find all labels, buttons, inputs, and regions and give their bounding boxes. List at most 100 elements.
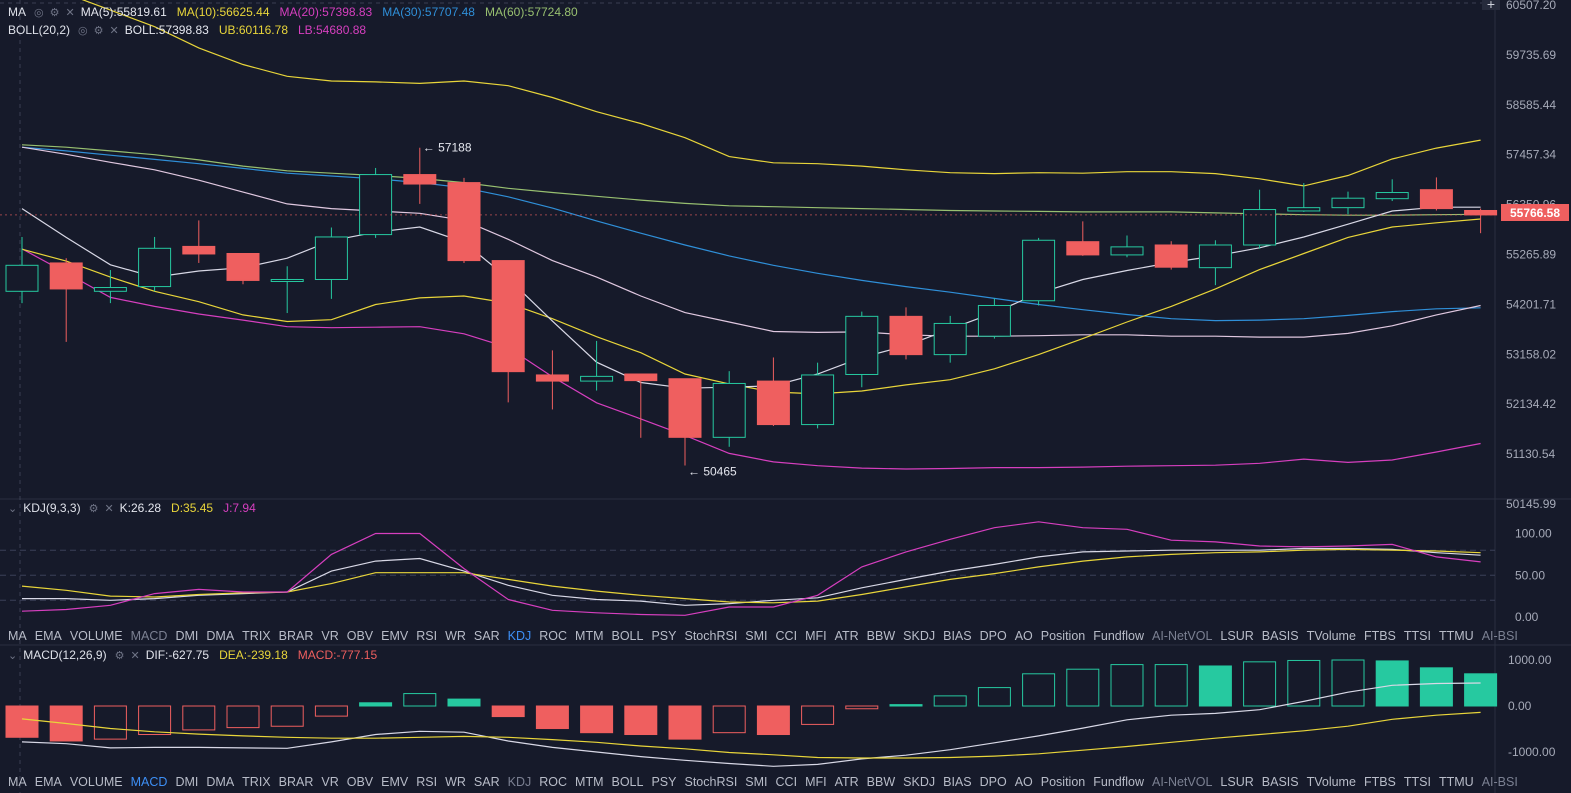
tab-atr[interactable]: ATR xyxy=(834,629,859,643)
tab-ai-bsi[interactable]: AI-BSI xyxy=(1481,629,1518,643)
tab-lsur[interactable]: LSUR xyxy=(1220,775,1254,789)
tab-ftbs[interactable]: FTBS xyxy=(1363,775,1396,789)
tab-dmi[interactable]: DMI xyxy=(175,775,199,789)
tab-ttmu[interactable]: TTMU xyxy=(1438,775,1474,789)
tab-ttsi[interactable]: TTSI xyxy=(1403,775,1431,789)
collapse-chevron-icon[interactable]: ⌄ xyxy=(8,502,18,515)
settings-icon[interactable]: ⚙ xyxy=(114,649,125,662)
tab-bias[interactable]: BIAS xyxy=(943,775,972,789)
tab-ai-netvol[interactable]: AI-NetVOL xyxy=(1151,775,1213,789)
tab-ai-bsi[interactable]: AI-BSI xyxy=(1481,775,1518,789)
tab-boll[interactable]: BOLL xyxy=(611,775,644,789)
tab-sar[interactable]: SAR xyxy=(473,629,500,643)
tab-brar[interactable]: BRAR xyxy=(278,629,314,643)
tab-basis[interactable]: BASIS xyxy=(1261,629,1299,643)
tab-sar[interactable]: SAR xyxy=(473,775,500,789)
tab-ema[interactable]: EMA xyxy=(34,629,62,643)
tab-fundflow[interactable]: Fundflow xyxy=(1093,775,1144,789)
tab-dmi[interactable]: DMI xyxy=(175,629,199,643)
tab-smi[interactable]: SMI xyxy=(745,629,768,643)
eye-icon[interactable]: ◎ xyxy=(78,24,88,37)
tab-trix[interactable]: TRIX xyxy=(242,775,271,789)
tab-ema[interactable]: EMA xyxy=(34,775,62,789)
tab-roc[interactable]: ROC xyxy=(539,629,568,643)
tab-brar[interactable]: BRAR xyxy=(278,775,314,789)
tab-mfi[interactable]: MFI xyxy=(805,775,827,789)
tab-boll[interactable]: BOLL xyxy=(611,629,644,643)
candle-body xyxy=(5,264,39,292)
tab-fundflow[interactable]: Fundflow xyxy=(1093,629,1144,643)
tab-psy[interactable]: PSY xyxy=(651,775,677,789)
tab-vr[interactable]: VR xyxy=(321,775,339,789)
tab-ma[interactable]: MA xyxy=(8,629,27,643)
tab-roc[interactable]: ROC xyxy=(539,775,568,789)
tab-dma[interactable]: DMA xyxy=(206,629,235,643)
tab-dpo[interactable]: DPO xyxy=(979,629,1007,643)
tab-wr[interactable]: WR xyxy=(445,775,466,789)
tab-bias[interactable]: BIAS xyxy=(943,629,972,643)
settings-icon[interactable]: ⚙ xyxy=(88,502,99,515)
tab-skdj[interactable]: SKDJ xyxy=(903,629,936,643)
close-icon[interactable]: ✕ xyxy=(130,649,140,662)
collapse-chevron-icon[interactable]: ⌄ xyxy=(8,649,18,662)
tab-macd[interactable]: MACD xyxy=(130,629,168,643)
candle-body xyxy=(712,382,746,438)
settings-icon[interactable]: ⚙ xyxy=(93,24,104,37)
close-icon[interactable]: ✕ xyxy=(65,6,75,19)
tab-ftbs[interactable]: FTBS xyxy=(1363,629,1396,643)
tab-ttsi[interactable]: TTSI xyxy=(1403,629,1431,643)
tab-kdj[interactable]: KDJ xyxy=(507,629,532,643)
tab-tvolume[interactable]: TVolume xyxy=(1306,629,1356,643)
tab-emv[interactable]: EMV xyxy=(381,629,409,643)
tab-psy[interactable]: PSY xyxy=(651,629,677,643)
tab-wr[interactable]: WR xyxy=(445,629,466,643)
macd-histogram-bar xyxy=(270,705,304,727)
settings-icon[interactable]: ⚙ xyxy=(49,6,60,19)
tab-lsur[interactable]: LSUR xyxy=(1220,629,1254,643)
tab-position[interactable]: Position xyxy=(1040,629,1086,643)
tab-rsi[interactable]: RSI xyxy=(416,629,438,643)
tab-ao[interactable]: AO xyxy=(1014,629,1033,643)
tab-stochrsi[interactable]: StochRSI xyxy=(684,629,738,643)
tab-cci[interactable]: CCI xyxy=(775,629,798,643)
tab-position[interactable]: Position xyxy=(1040,775,1086,789)
close-icon[interactable]: ✕ xyxy=(109,24,119,37)
tab-stochrsi[interactable]: StochRSI xyxy=(684,775,738,789)
add-indicator-button[interactable]: + xyxy=(1482,0,1500,11)
tab-basis[interactable]: BASIS xyxy=(1261,775,1299,789)
tab-emv[interactable]: EMV xyxy=(381,775,409,789)
tab-bbw[interactable]: BBW xyxy=(866,629,896,643)
tab-mtm[interactable]: MTM xyxy=(575,629,604,643)
tab-bbw[interactable]: BBW xyxy=(866,775,896,789)
tab-tvolume[interactable]: TVolume xyxy=(1306,775,1356,789)
kdj-k-value: K:26.28 xyxy=(119,501,162,515)
tab-skdj[interactable]: SKDJ xyxy=(903,775,936,789)
tab-volume[interactable]: VOLUME xyxy=(69,775,123,789)
tab-ao[interactable]: AO xyxy=(1014,775,1033,789)
tab-macd[interactable]: MACD xyxy=(130,775,168,789)
tab-volume[interactable]: VOLUME xyxy=(69,629,123,643)
candle-body xyxy=(1154,244,1188,268)
tab-obv[interactable]: OBV xyxy=(346,775,374,789)
price-axis-tick: 59735.69 xyxy=(1506,48,1556,62)
tab-dpo[interactable]: DPO xyxy=(979,775,1007,789)
tab-ttmu[interactable]: TTMU xyxy=(1438,629,1474,643)
tab-atr[interactable]: ATR xyxy=(834,775,859,789)
tab-ai-netvol[interactable]: AI-NetVOL xyxy=(1151,629,1213,643)
close-icon[interactable]: ✕ xyxy=(104,502,114,515)
tab-mtm[interactable]: MTM xyxy=(575,775,604,789)
tab-rsi[interactable]: RSI xyxy=(416,775,438,789)
tab-ma[interactable]: MA xyxy=(8,775,27,789)
tab-obv[interactable]: OBV xyxy=(346,629,374,643)
tab-cci[interactable]: CCI xyxy=(775,775,798,789)
tab-kdj[interactable]: KDJ xyxy=(507,775,532,789)
macd-axis-tick: 0.00 xyxy=(1508,699,1532,713)
tab-smi[interactable]: SMI xyxy=(745,775,768,789)
eye-icon[interactable]: ◎ xyxy=(34,6,44,19)
tab-vr[interactable]: VR xyxy=(321,629,339,643)
tab-mfi[interactable]: MFI xyxy=(805,629,827,643)
indicator-tabs-kdj: MA EMA VOLUME MACD DMI DMA TRIX BRAR VR OBV EMV RSI… xyxy=(0,628,1518,644)
tab-dma[interactable]: DMA xyxy=(206,775,235,789)
tab-trix[interactable]: TRIX xyxy=(242,629,271,643)
